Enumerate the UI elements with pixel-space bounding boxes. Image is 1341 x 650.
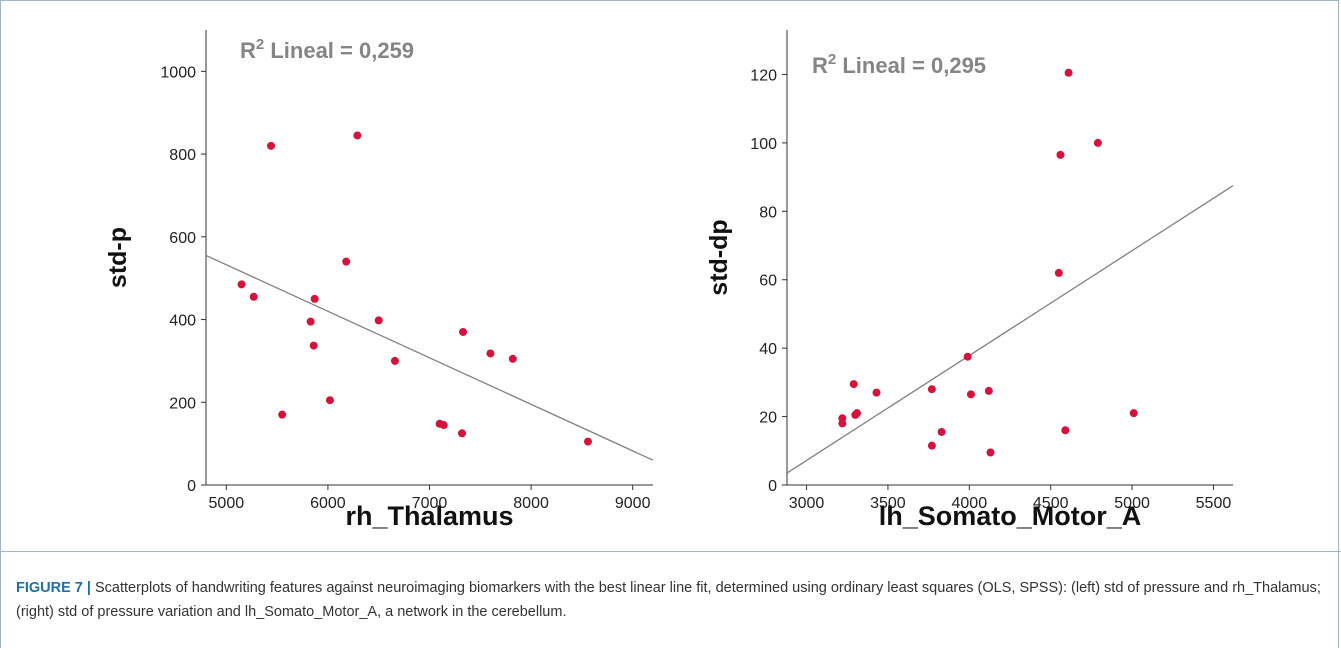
right-fit-line xyxy=(786,185,1234,474)
right-data-point xyxy=(1056,150,1065,159)
right-data-point xyxy=(849,380,858,389)
left-data-point xyxy=(267,141,276,150)
scatter-chart-right: 0 20 40 60 80 100 120 3000 3500 4000 4500 5000 5500 R… xyxy=(705,30,1234,531)
right-data-point xyxy=(963,352,972,361)
left-data-point xyxy=(374,316,383,325)
right-data-point xyxy=(986,448,995,457)
right-data-point xyxy=(927,385,936,394)
left-data-point xyxy=(458,429,467,438)
figure-caption: FIGURE 7 | Scatterplots of handwriting f… xyxy=(16,576,1331,624)
left-y-tick-label: 200 xyxy=(169,395,196,412)
right-y-tick-label: 100 xyxy=(750,136,777,153)
right-x-tick-label: 3500 xyxy=(870,495,906,512)
right-x-tick-label: 5000 xyxy=(1114,495,1150,512)
left-data-point xyxy=(486,349,495,358)
left-data-point xyxy=(439,421,448,430)
left-x-axis-title: rh_Thalamus xyxy=(345,501,513,531)
left-y-tick-label: 0 xyxy=(187,478,196,495)
right-data-point xyxy=(1061,426,1070,435)
left-y-tick-label: 400 xyxy=(169,313,196,330)
right-x-tick-label: 3000 xyxy=(789,495,825,512)
caption-text: Scatterplots of handwriting features aga… xyxy=(16,580,1321,620)
right-data-point xyxy=(872,388,881,397)
right-data-point xyxy=(1064,68,1073,77)
right-y-tick-label: 40 xyxy=(759,341,777,358)
left-data-point xyxy=(278,410,287,419)
right-r2-annotation: R2 Lineal = 0,295 xyxy=(812,51,986,78)
left-fit-line xyxy=(205,254,654,461)
scatter-chart-left: 0 200 400 600 800 1000 5000 6000 7000 8000 9000 R2 … xyxy=(104,30,654,531)
right-y-tick-label: 20 xyxy=(759,410,777,427)
left-x-tick-label: 7000 xyxy=(412,495,448,512)
left-y-tick-label: 800 xyxy=(169,147,196,164)
left-data-point xyxy=(583,437,592,446)
right-data-point xyxy=(1093,138,1102,147)
right-data-point xyxy=(838,414,847,423)
right-y-tick-label: 80 xyxy=(759,204,777,221)
left-data-point xyxy=(353,131,362,140)
right-x-tick-label: 4500 xyxy=(1033,495,1069,512)
left-x-tick-label: 6000 xyxy=(310,495,346,512)
right-x-tick-label: 4000 xyxy=(952,495,988,512)
left-data-point xyxy=(309,341,318,350)
right-x-tick-label: 5500 xyxy=(1196,495,1232,512)
right-y-tick-label: 0 xyxy=(768,478,777,495)
right-data-point xyxy=(984,386,993,395)
right-data-point xyxy=(937,427,946,436)
left-data-point xyxy=(390,356,399,365)
left-data-point xyxy=(249,292,258,301)
left-y-axis-title: std-p xyxy=(104,227,132,288)
right-x-axis-title: lh_Somato_Motor_A xyxy=(879,501,1142,531)
left-x-tick-label: 8000 xyxy=(513,495,549,512)
left-y-tick-label: 600 xyxy=(169,230,196,247)
left-data-point xyxy=(310,294,319,303)
right-y-tick-label: 60 xyxy=(759,273,777,290)
right-data-point xyxy=(852,409,861,418)
left-data-point xyxy=(306,317,315,326)
caption-label: FIGURE 7 | xyxy=(16,580,91,596)
left-data-point xyxy=(459,327,468,336)
left-r2-annotation: R2 Lineal = 0,259 xyxy=(240,36,414,63)
left-x-tick-label: 9000 xyxy=(615,495,651,512)
right-data-point xyxy=(1054,268,1063,277)
left-x-tick-label: 5000 xyxy=(209,495,245,512)
right-y-tick-label: 120 xyxy=(750,67,777,84)
right-data-point xyxy=(1129,409,1138,418)
left-data-point xyxy=(325,396,334,405)
right-y-axis-title: std-dp xyxy=(705,219,733,295)
right-data-point xyxy=(927,441,936,450)
left-data-point xyxy=(237,280,246,289)
caption-divider xyxy=(0,551,1341,552)
left-data-point xyxy=(342,257,351,266)
left-data-point xyxy=(508,354,517,363)
left-y-tick-label: 1000 xyxy=(160,64,196,81)
right-data-point xyxy=(966,390,975,399)
